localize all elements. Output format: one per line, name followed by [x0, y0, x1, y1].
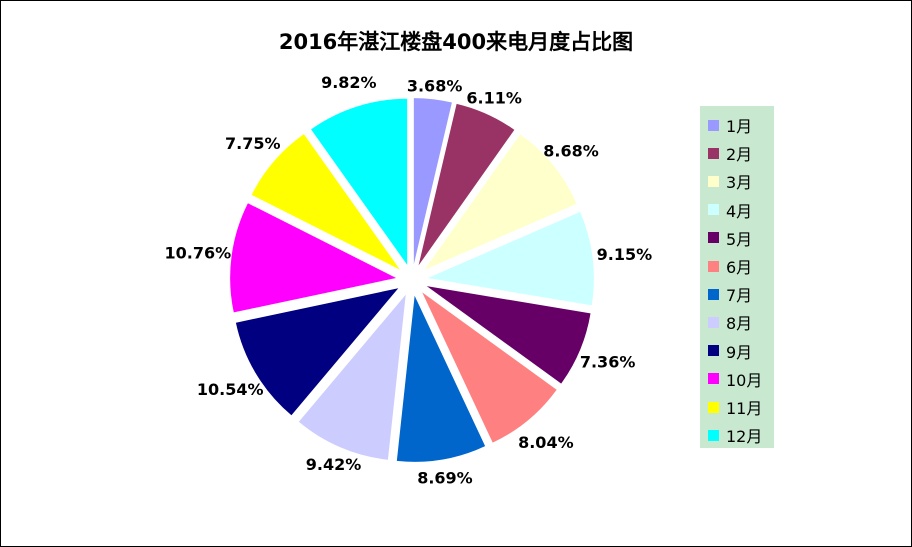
pie-slice-8	[298, 294, 406, 460]
legend-item-2: 2月	[708, 142, 752, 164]
legend-item-6: 6月	[708, 255, 752, 277]
legend-item-9: 9月	[708, 340, 752, 362]
legend-swatch-8	[708, 316, 719, 328]
legend-item-5: 5月	[708, 227, 752, 249]
legend-swatch-4	[708, 204, 719, 216]
pie-slice-9	[235, 288, 399, 416]
legend-swatch-12	[708, 429, 719, 441]
legend-item-12: 12月	[708, 424, 762, 446]
pie-slice-12	[311, 98, 408, 265]
slice-label-9: 10.54%	[197, 380, 264, 399]
pie-slice-1	[413, 98, 452, 265]
legend-item-1: 1月	[708, 114, 752, 136]
legend-label-2: 2月	[726, 145, 753, 165]
slice-label-8: 9.42%	[306, 455, 362, 474]
slice-label-12: 9.82%	[321, 73, 377, 92]
slice-label-3: 8.68%	[543, 142, 599, 161]
pie-slice-2	[418, 103, 515, 266]
legend-label-8: 8月	[726, 314, 753, 334]
pie-slice-5	[426, 286, 591, 384]
pie-slice-7	[396, 295, 486, 462]
legend-swatch-7	[708, 288, 719, 300]
slice-label-5: 7.36%	[580, 353, 636, 372]
legend-label-3: 3月	[726, 173, 753, 193]
legend-swatch-10	[708, 373, 719, 385]
legend-item-10: 10月	[708, 368, 762, 390]
slice-label-6: 8.04%	[518, 433, 574, 452]
legend-label-9: 9月	[726, 342, 753, 362]
legend-item-8: 8月	[708, 311, 752, 333]
slice-label-11: 7.75%	[225, 134, 281, 153]
pie-slice-4	[427, 211, 594, 306]
legend-swatch-6	[708, 260, 719, 272]
pie-slice-11	[251, 134, 400, 270]
chart-title: 2016年湛江楼盘400来电月度占比图	[278, 30, 634, 54]
slice-label-2: 6.11%	[466, 89, 522, 108]
legend-label-12: 12月	[726, 427, 763, 447]
pie-slice-6	[422, 292, 557, 443]
slice-label-10: 10.76%	[164, 243, 231, 262]
legend-label-4: 4月	[726, 201, 753, 221]
legend-item-3: 3月	[708, 170, 752, 192]
legend-label-10: 10月	[726, 370, 763, 390]
pie-slice-10	[230, 203, 397, 313]
legend-swatch-5	[708, 232, 719, 244]
chart-legend: 1月 2月 3月 4月 5月 6月 7月 8月 9月 10月 11月 12月	[700, 106, 774, 448]
legend-swatch-9	[708, 345, 719, 357]
slice-label-4: 9.15%	[597, 245, 653, 264]
legend-item-7: 7月	[708, 283, 752, 305]
legend-swatch-11	[708, 401, 719, 413]
legend-swatch-1	[708, 119, 719, 131]
slice-label-1: 3.68%	[407, 76, 463, 95]
pie-slice-3	[424, 134, 577, 270]
legend-label-1: 1月	[726, 117, 753, 136]
slice-label-7: 8.69%	[417, 468, 473, 487]
legend-item-11: 11月	[708, 396, 762, 418]
legend-item-4: 4月	[708, 199, 752, 221]
legend-label-6: 6月	[726, 258, 753, 277]
legend-label-7: 7月	[726, 286, 753, 306]
legend-swatch-2	[708, 147, 719, 159]
legend-label-11: 11月	[726, 399, 763, 418]
legend-swatch-3	[708, 175, 719, 187]
legend-label-5: 5月	[726, 229, 753, 249]
